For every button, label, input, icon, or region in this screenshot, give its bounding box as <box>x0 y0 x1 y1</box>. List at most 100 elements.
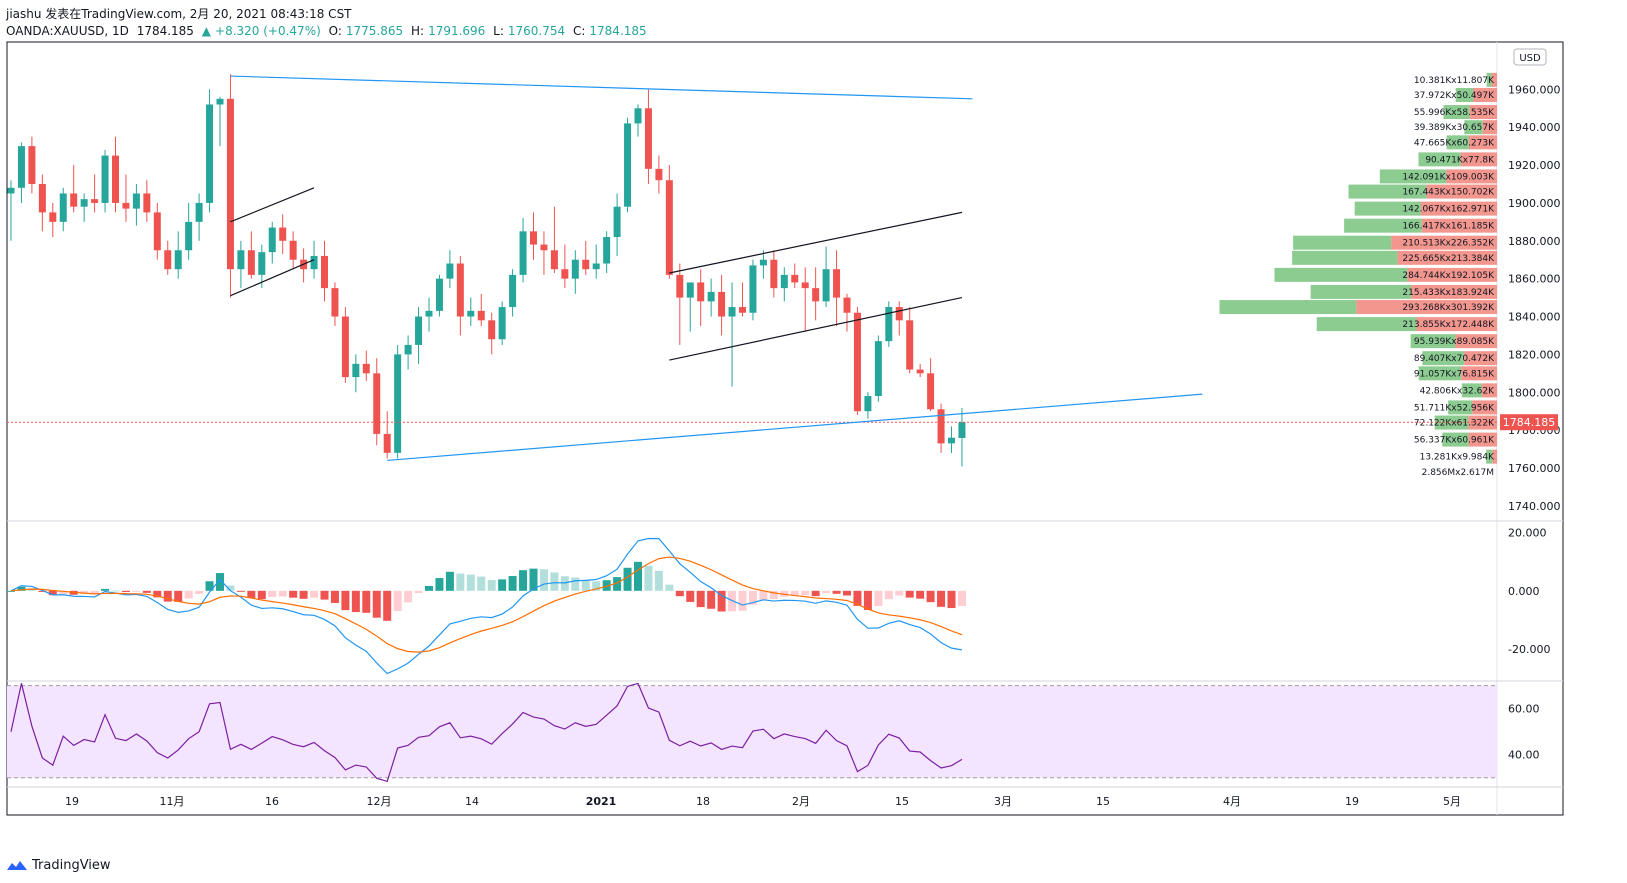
macd-histogram-bar <box>748 590 757 605</box>
macd-histogram-bar <box>822 590 831 594</box>
macd-histogram-bar <box>247 590 256 598</box>
macd-histogram-bar <box>634 561 642 591</box>
volume-profile-sell-bar <box>1473 88 1497 103</box>
candle-body <box>206 104 214 203</box>
macd-histogram-bar <box>163 590 172 602</box>
candle-body <box>373 373 381 434</box>
candle-body <box>91 199 99 203</box>
candle-body <box>948 437 955 444</box>
volume-profile-label: 55.996Kx58.535K <box>1414 108 1495 118</box>
macd-histogram-bar <box>790 590 799 596</box>
candle-body <box>603 237 611 264</box>
volume-profile-sell-bar <box>1472 400 1497 415</box>
price-tick-label: 1820.000 <box>1508 348 1561 361</box>
candle-body <box>540 244 548 251</box>
candle-body <box>28 146 36 184</box>
macd-histogram-bar <box>769 590 778 600</box>
macd-histogram-bar <box>571 577 580 591</box>
publish-text: jiashu 发表在TradingView.com, 2月 20, 2021 0… <box>6 7 352 21</box>
price-tick-label: 1760.000 <box>1508 462 1561 475</box>
candle-body <box>937 409 945 444</box>
volume-profile-buy-bar <box>1464 120 1483 135</box>
volume-profile-buy-bar <box>1448 400 1473 415</box>
candle-body <box>132 193 140 209</box>
macd-histogram-bar <box>916 590 925 599</box>
candle-body <box>812 288 820 302</box>
macd-histogram-bar <box>310 590 319 598</box>
volume-profile-sell-bar <box>1468 415 1497 430</box>
macd-histogram-bar <box>393 590 402 612</box>
macd-histogram-bar <box>675 590 684 597</box>
volume-profile-sell-bar <box>1460 152 1497 167</box>
volume-profile-sell-bar <box>1482 120 1497 135</box>
rsi-tick-label: 60.00 <box>1508 703 1540 716</box>
macd-histogram-bar <box>80 590 89 595</box>
macd-histogram-bar <box>686 590 695 602</box>
symbol-name[interactable]: OANDA:XAUUSD, 1D <box>6 24 129 38</box>
candle-body <box>864 396 872 412</box>
candle-body <box>759 259 767 266</box>
candle-body <box>613 206 621 238</box>
volume-profile-sell-bar <box>1469 105 1497 120</box>
volume-profile-label: 89.407Kx70.472K <box>1414 354 1495 364</box>
volume-profile-sell-bar <box>1426 184 1497 199</box>
volume-profile-sell-bar <box>1461 366 1497 381</box>
candle-body <box>17 146 25 188</box>
macd-histogram-bar <box>111 590 120 592</box>
candle-body <box>174 250 182 270</box>
macd-histogram-bar <box>101 588 110 591</box>
candle-body <box>404 344 412 355</box>
candle-body <box>310 255 318 270</box>
candle-body <box>237 250 245 270</box>
candle-body <box>7 187 15 194</box>
volume-profile-sell-bar <box>1421 218 1497 233</box>
macd-histogram-bar <box>362 590 371 613</box>
candle-body <box>101 155 109 203</box>
candle-body <box>415 316 423 345</box>
candle-body <box>143 193 151 213</box>
macd-histogram-bar <box>738 590 747 611</box>
tradingview-logo[interactable]: TradingView <box>6 858 111 873</box>
price-tick-label: 1920.000 <box>1508 159 1561 172</box>
candle-body <box>59 193 67 222</box>
macd-histogram-bar <box>216 573 224 591</box>
candle-body <box>739 307 746 313</box>
macd-histogram-bar <box>560 576 569 591</box>
candle-body <box>822 269 830 302</box>
candle-body <box>153 212 161 251</box>
trendline <box>387 393 1203 462</box>
candle-body <box>321 255 328 289</box>
macd-histogram-bar <box>330 590 339 603</box>
macd-histogram-bar <box>372 590 381 618</box>
macd-histogram-bar <box>717 590 726 612</box>
macd-histogram-bar <box>174 590 183 602</box>
volume-profile-buy-bar <box>1486 72 1492 87</box>
candle-body <box>833 269 841 298</box>
price-tick-label: 1840.000 <box>1508 311 1561 324</box>
macd-histogram-bar <box>268 590 277 598</box>
macd-histogram-bar <box>466 574 475 591</box>
last-price-label: 1784.185 <box>1503 416 1556 429</box>
trendline <box>669 297 963 361</box>
volume-profile-sell-bar <box>1446 169 1497 184</box>
volume-profile-label: 166.417Kx161.185K <box>1402 222 1495 232</box>
time-tick-label: 2021 <box>586 795 617 808</box>
candle-body <box>352 363 360 378</box>
volume-profile-buy-bar <box>1274 267 1408 282</box>
volume-profile-sell-bar <box>1407 267 1497 282</box>
macd-histogram-bar <box>404 590 413 603</box>
volume-profile-label: 72.122Kx61.322K <box>1414 419 1495 429</box>
volume-profile-label: 225.665Kx213.384K <box>1402 254 1495 264</box>
macd-histogram-bar <box>351 590 360 613</box>
macd-histogram-bar <box>435 578 444 591</box>
candle-body <box>707 291 715 302</box>
candle-body <box>592 263 600 270</box>
macd-histogram-bar <box>801 590 810 596</box>
macd-histogram-bar <box>456 573 465 591</box>
macd-histogram-bar <box>884 590 893 600</box>
candle-body <box>49 212 57 222</box>
volume-profile-buy-bar <box>1292 250 1398 265</box>
macd-histogram-bar <box>957 590 966 607</box>
candle-body <box>425 310 433 317</box>
